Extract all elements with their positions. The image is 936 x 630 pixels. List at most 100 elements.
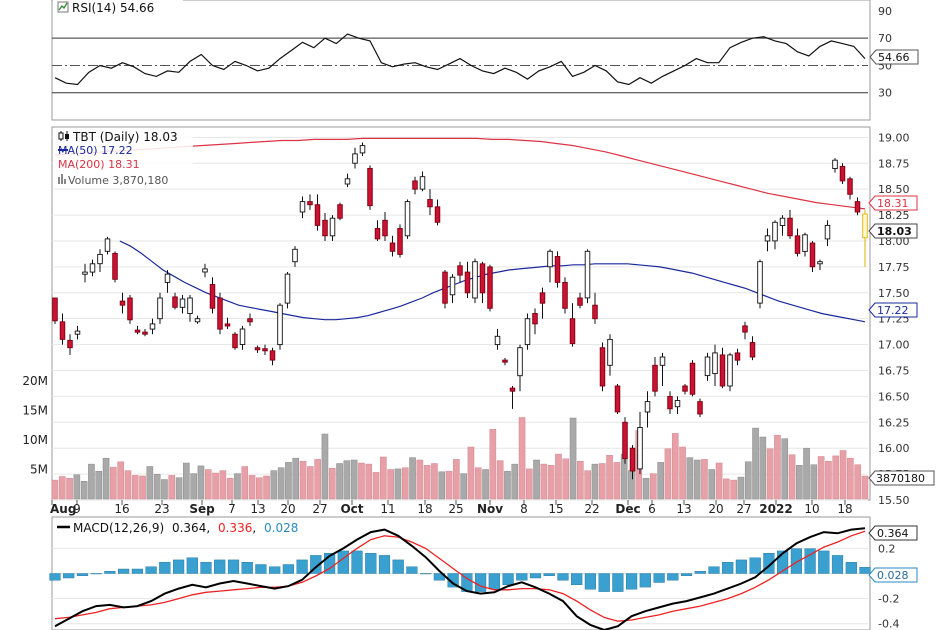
macd-histogram [49, 548, 871, 592]
macd-histogram-bar [337, 550, 349, 574]
candle-body [127, 297, 133, 321]
x-tick-label: 20 [708, 502, 723, 516]
volume-bar [292, 457, 300, 500]
candle-body [344, 178, 351, 185]
volume-bar [569, 417, 577, 500]
rsi-badge-text: 54.66 [878, 51, 910, 64]
candle-body [202, 268, 208, 273]
ma50-badge: 17.22 [868, 302, 918, 318]
x-tick-label: 27 [312, 502, 327, 516]
volume-bar [117, 461, 124, 500]
macd-histogram-bar [159, 562, 171, 574]
macd-histogram-bar [680, 573, 693, 576]
candle-body [359, 145, 366, 154]
candle-body [629, 447, 636, 472]
macd-histogram-bar [612, 573, 624, 592]
volume-bar [263, 475, 270, 500]
volume-bar [766, 448, 774, 500]
volume-axis-ticks: 20M 15M 10M 5M [22, 374, 48, 477]
macd-histogram-bar [406, 566, 418, 574]
macd-histogram-bar [777, 550, 789, 574]
candle-body [667, 395, 673, 410]
volume-bar [423, 465, 431, 500]
candle-body [809, 242, 816, 268]
candle-body [554, 256, 561, 283]
volume-legend: Volume 3,870,180 [68, 174, 168, 187]
volume-bar [248, 475, 256, 500]
macd-histogram-bar [447, 573, 459, 588]
volume-bar [66, 478, 73, 500]
candle-body [449, 276, 456, 296]
macd-label-prefix: MACD(12,26,9) [73, 521, 164, 535]
volume-bar [591, 463, 599, 500]
volume-bar [358, 462, 365, 500]
x-tick-label: 18 [417, 502, 432, 516]
volume-bar [124, 470, 132, 500]
ma200-badge: 18.31 [868, 195, 918, 211]
macd-histogram-bar [282, 564, 295, 574]
candle-body [772, 221, 778, 242]
x-tick-label: 10 [804, 502, 819, 516]
candle-body [419, 176, 426, 190]
volume-bar [219, 470, 227, 500]
volume-bar [547, 465, 555, 500]
x-tick-label: 20 [280, 502, 295, 516]
macd-label-hist: 0.028 [264, 521, 298, 535]
volume-bar [453, 459, 460, 500]
volume-bar [577, 460, 584, 500]
macd-badge-text: 0.364 [877, 527, 909, 540]
volume-bar [139, 475, 146, 500]
candle-body [839, 165, 846, 182]
candle-body [59, 321, 66, 340]
volume-bar [212, 472, 219, 500]
volume-bar [190, 473, 197, 500]
volume-tick-label: 15M [22, 403, 48, 417]
candle-body [97, 253, 103, 265]
volume-bar [854, 464, 861, 500]
macd-histogram-bar [90, 573, 102, 575]
price-title: TBT (Daily) 18.03 [72, 130, 178, 144]
macd-histogram-bar [63, 573, 75, 579]
candle-body [697, 401, 703, 415]
volume-bar [380, 456, 387, 500]
macd-histogram-bar [557, 573, 569, 581]
price-legend: TBT (Daily) 18.03 MA(50) 17.22 MA(200) 1… [53, 128, 193, 187]
volume-bar [496, 460, 504, 500]
candle-body [247, 318, 253, 323]
candle-body [479, 263, 486, 294]
candle-body [89, 263, 96, 273]
candle-body [209, 284, 216, 309]
x-tick-label: 11 [380, 502, 395, 516]
macd-histogram-bar [818, 550, 830, 574]
candle-body [847, 178, 853, 195]
volume-bar [256, 477, 263, 500]
x-tick-label: Dec [615, 502, 640, 516]
candle-body [457, 265, 463, 276]
volume-bar [277, 467, 285, 500]
price-legend-bg [53, 128, 193, 186]
volume-bar [526, 468, 533, 500]
candle-body [599, 347, 606, 387]
x-tick-label: 25 [448, 502, 463, 516]
candle-body [74, 330, 81, 335]
candle-body [562, 281, 568, 309]
candle-body [757, 261, 763, 304]
macd-histogram-bar [488, 573, 500, 590]
volume-bar [686, 457, 694, 500]
volume-bar [387, 469, 394, 500]
candle-body [734, 352, 741, 361]
volume-bar [693, 459, 701, 500]
volume-bar [788, 454, 796, 500]
macd-histogram-bar [502, 573, 514, 586]
volume-bar [671, 433, 679, 500]
macd-grid [52, 547, 868, 625]
candle-body [292, 248, 298, 263]
candle-body [659, 356, 666, 366]
macd-histogram-bar [269, 566, 281, 574]
macd-line [54, 527, 866, 630]
volume-bar [270, 470, 278, 500]
candle-body [592, 304, 598, 320]
volume-bar [839, 450, 847, 500]
volume-bar [650, 473, 657, 500]
macd-hist-badge: 0.028 [868, 567, 918, 583]
